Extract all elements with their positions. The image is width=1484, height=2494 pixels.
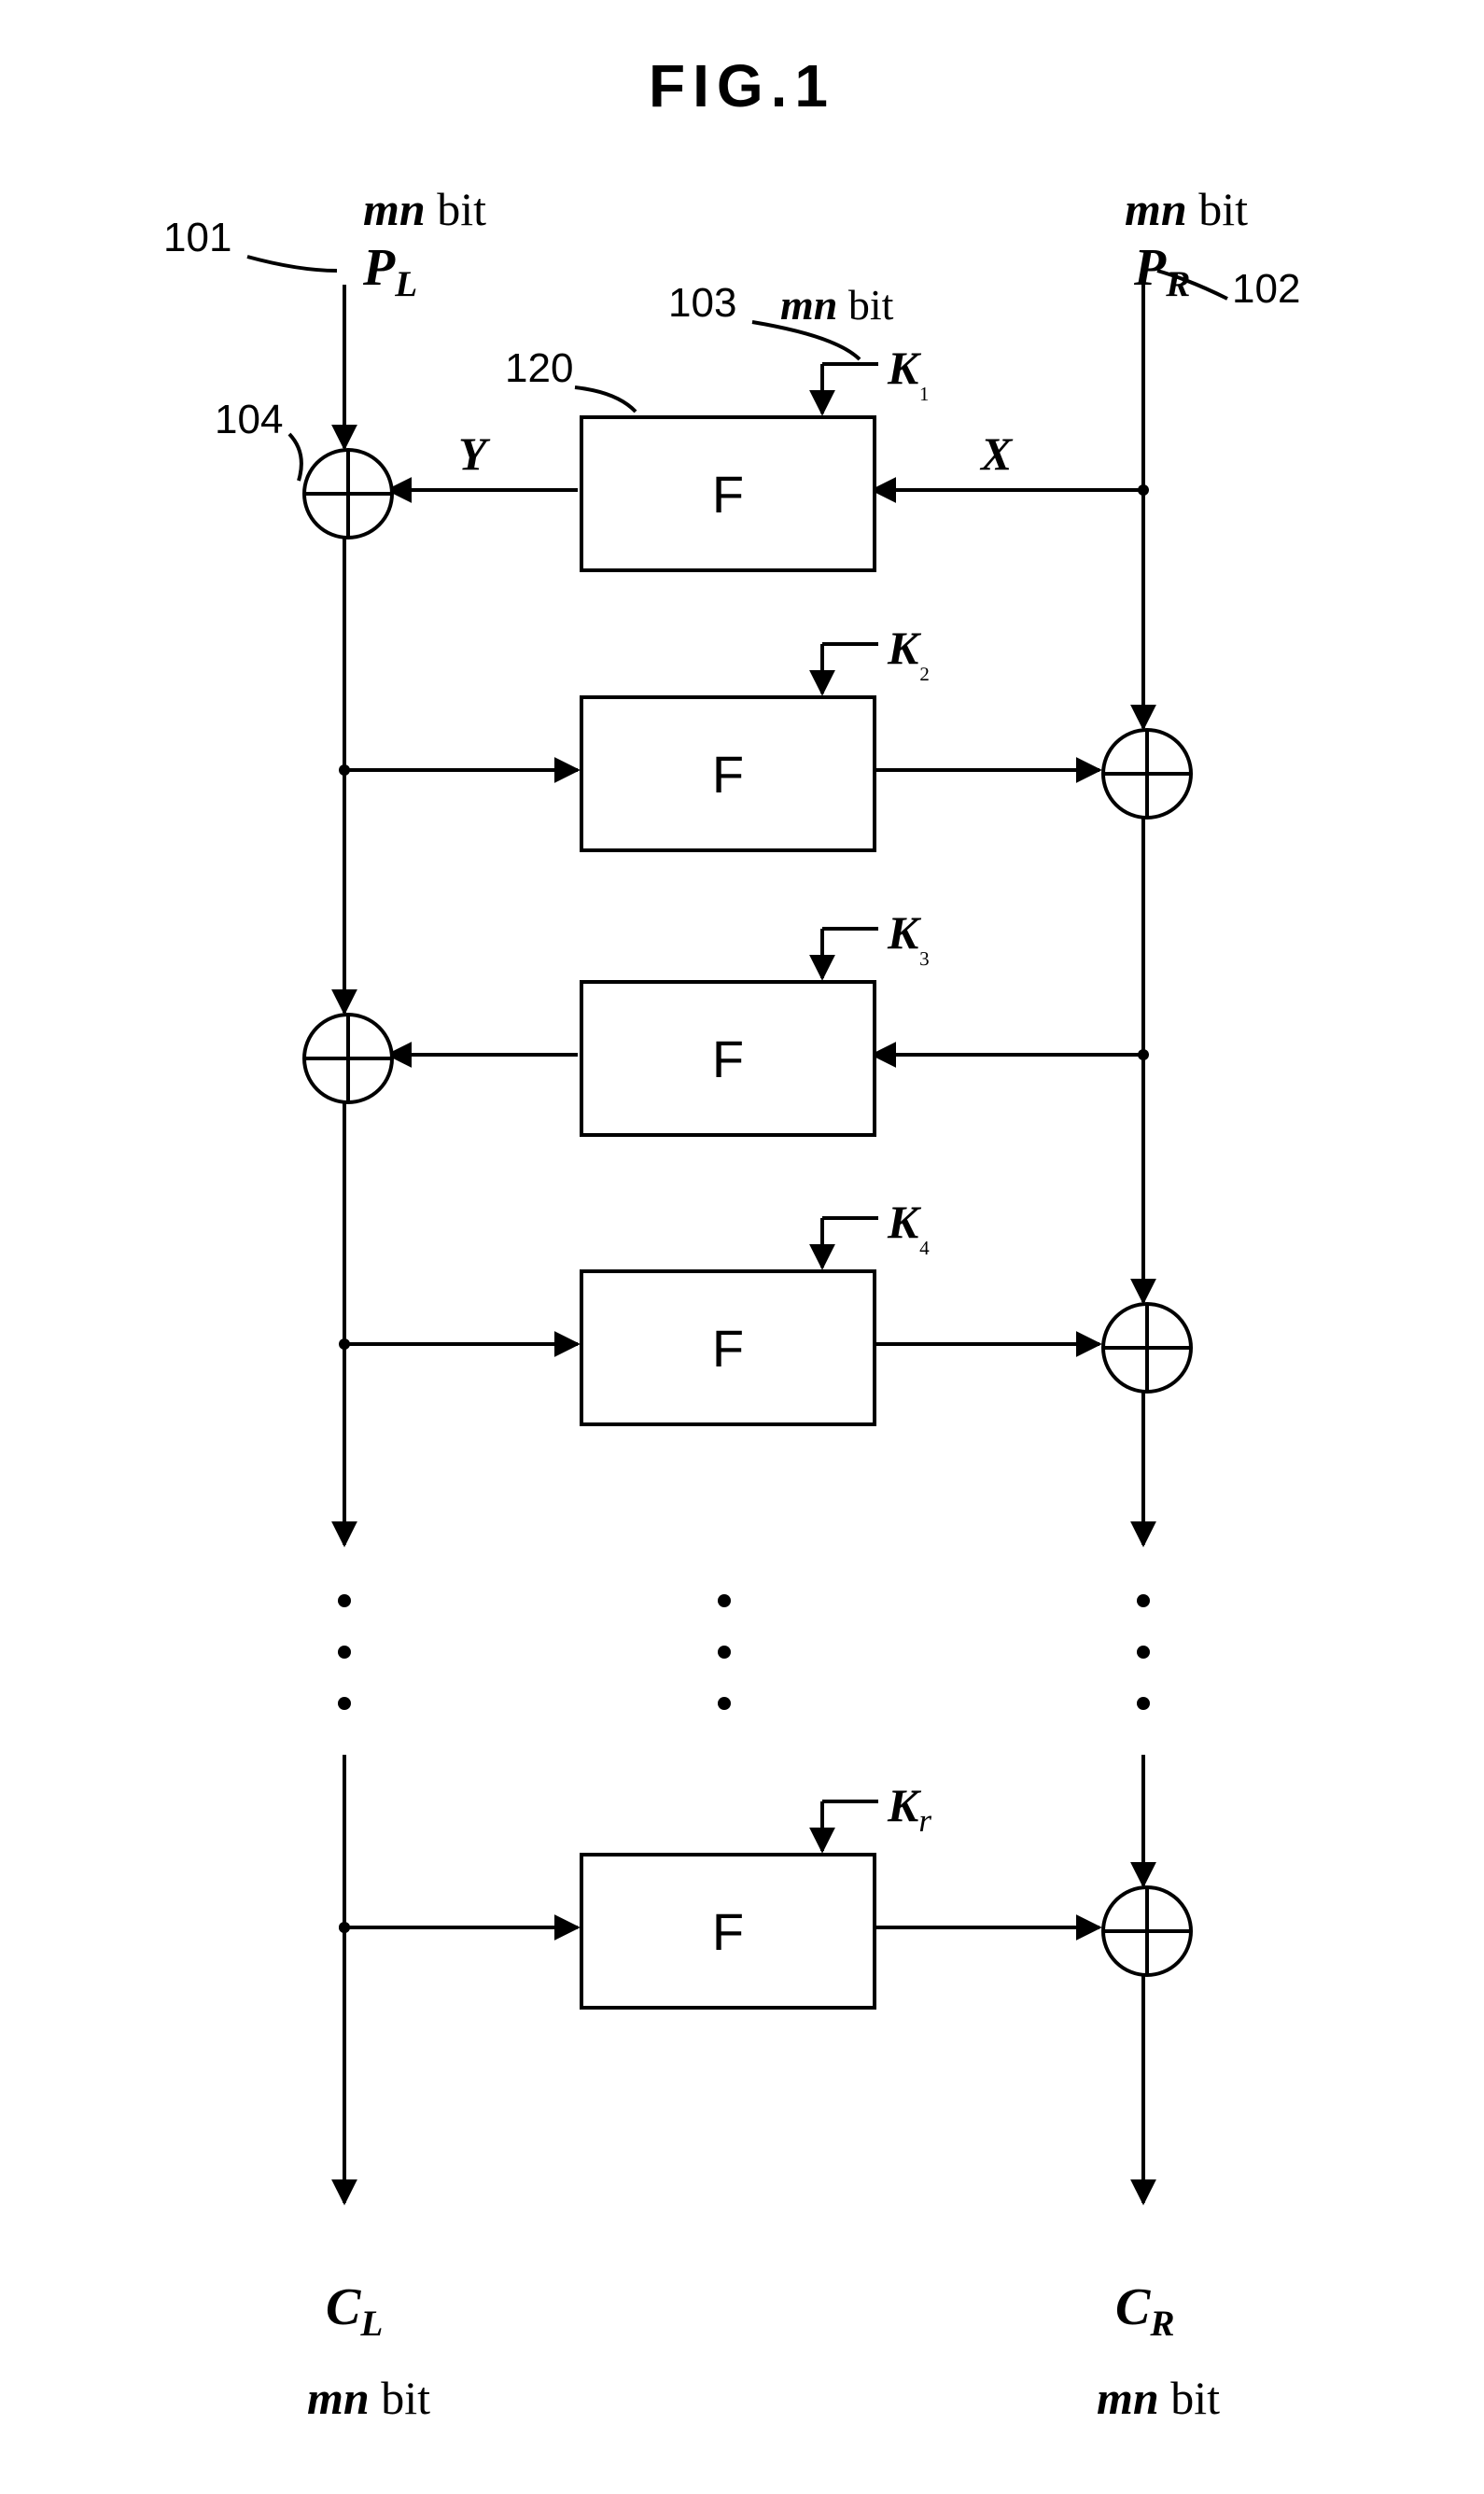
leader-120 xyxy=(575,387,636,412)
ellipsis-dot xyxy=(1137,1646,1150,1659)
label-CR: CR xyxy=(1115,2277,1175,2345)
leader-101 xyxy=(247,257,337,271)
label-X: X xyxy=(981,427,1012,481)
figure-title: FIG.1 xyxy=(649,51,835,120)
lines-layer xyxy=(0,0,1484,2494)
xor-1 xyxy=(302,448,394,539)
key-label-1: K₁ xyxy=(888,341,931,402)
label-PL: PL xyxy=(363,238,417,305)
f-function-4: F xyxy=(580,1269,876,1426)
ref-104: 104 xyxy=(215,397,283,443)
mn-bit-top-right: mn bit xyxy=(1125,182,1248,236)
mn-bit-key: mn bit xyxy=(780,280,893,329)
leader-104 xyxy=(289,434,301,481)
xor-2 xyxy=(1101,728,1193,820)
label-PR: PR xyxy=(1134,238,1190,305)
label-Y: Y xyxy=(458,427,487,481)
label-CL: CL xyxy=(326,2277,383,2345)
mn-bit-bottom-left: mn bit xyxy=(307,2371,430,2425)
key-label-3: K₃ xyxy=(888,905,931,967)
ref-103: 103 xyxy=(668,280,736,327)
mn-bit-top-left: mn bit xyxy=(363,182,486,236)
ellipsis-dot xyxy=(1137,1697,1150,1710)
ellipsis-dot xyxy=(718,1594,731,1607)
key-label-4: K₄ xyxy=(888,1195,931,1256)
ellipsis-dot xyxy=(338,1697,351,1710)
ref-101: 101 xyxy=(163,215,231,261)
ellipsis-dot xyxy=(338,1594,351,1607)
ellipsis-dot xyxy=(1137,1594,1150,1607)
xor-5 xyxy=(1101,1885,1193,1977)
f-function-2: F xyxy=(580,695,876,852)
ellipsis-dot xyxy=(338,1646,351,1659)
mn-bit-bottom-right: mn bit xyxy=(1097,2371,1220,2425)
f-function-1: F xyxy=(580,415,876,572)
key-label-5: Kr xyxy=(888,1778,931,1840)
f-function-5: F xyxy=(580,1853,876,2010)
xor-4 xyxy=(1101,1302,1193,1394)
ellipsis-dot xyxy=(718,1646,731,1659)
ref-102: 102 xyxy=(1232,266,1300,313)
figure-canvas: FIG.1mn bitmn bitPLPR101102FK₁FK₂FK₃FK₄F… xyxy=(0,0,1484,2494)
f-function-3: F xyxy=(580,980,876,1137)
xor-3 xyxy=(302,1013,394,1104)
ref-120: 120 xyxy=(505,345,573,392)
ellipsis-dot xyxy=(718,1697,731,1710)
key-label-2: K₂ xyxy=(888,621,931,682)
